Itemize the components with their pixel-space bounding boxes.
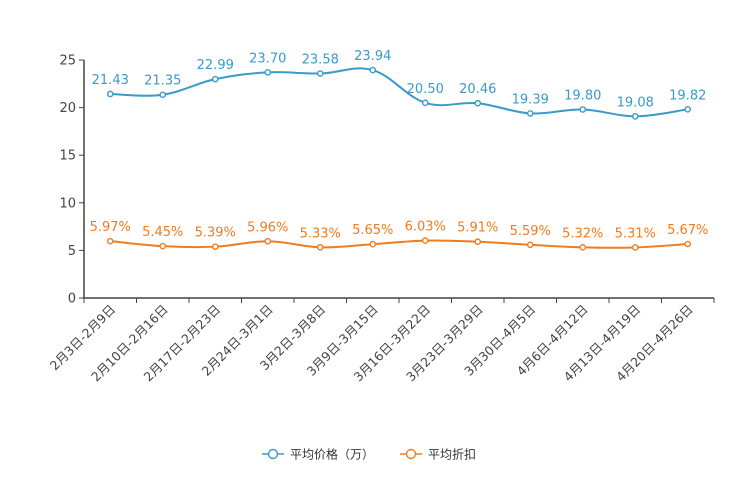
discount-data-point[interactable] xyxy=(106,237,114,245)
price-data-point[interactable] xyxy=(316,70,324,77)
price-data-point[interactable] xyxy=(684,106,692,113)
discount-data-point[interactable] xyxy=(211,243,219,250)
discount-data-label: 6.03% xyxy=(405,220,446,235)
discount-data-point[interactable] xyxy=(369,240,377,248)
y-tick-label: 15 xyxy=(59,149,76,164)
price-data-label: 21.43 xyxy=(92,73,129,88)
discount-data-point[interactable] xyxy=(579,244,587,251)
price-data-label: 19.39 xyxy=(512,92,549,107)
price-data-label: 21.35 xyxy=(144,74,181,89)
legend[interactable]: 平均价格（万） 平均折扣 xyxy=(262,447,476,462)
price-data-point[interactable] xyxy=(631,113,639,120)
legend-marker-icon xyxy=(405,448,417,460)
discount-data-label: 5.32% xyxy=(562,226,603,241)
discount-data-label: 5.39% xyxy=(195,226,236,241)
legend-item-discount[interactable]: 平均折扣 xyxy=(400,447,476,462)
discount-data-label: 5.67% xyxy=(667,223,708,238)
price-data-point[interactable] xyxy=(106,90,114,98)
discount-data-point[interactable] xyxy=(421,237,429,244)
discount-data-label: 5.65% xyxy=(352,223,393,238)
price-data-label: 20.50 xyxy=(407,82,444,97)
axes: 05101520252月3日-2月9日2月10日-2月16日2月17日-2月23… xyxy=(47,54,715,384)
y-tick-label: 0 xyxy=(68,292,76,307)
discount-data-point[interactable] xyxy=(684,240,692,248)
discount-data-point[interactable] xyxy=(316,243,324,251)
price-data-point[interactable] xyxy=(526,110,534,117)
legend-label: 平均折扣 xyxy=(428,447,476,462)
price-data-label: 20.46 xyxy=(459,82,496,97)
price-data-label: 23.58 xyxy=(302,53,339,68)
discount-data-label: 5.96% xyxy=(247,220,288,235)
discount-data-label: 5.33% xyxy=(300,226,341,241)
discount-data-label: 5.45% xyxy=(142,225,183,240)
discount-data-point[interactable] xyxy=(474,238,482,246)
legend-label: 平均价格（万） xyxy=(290,447,374,462)
price-series-line xyxy=(110,67,688,118)
discount-data-label: 5.97% xyxy=(90,220,131,235)
price-data-label: 22.99 xyxy=(197,58,234,73)
price-data-point[interactable] xyxy=(369,66,377,74)
price-data-label: 19.80 xyxy=(564,89,601,104)
discount-data-label: 5.59% xyxy=(510,224,551,239)
price-data-point[interactable] xyxy=(474,99,482,107)
discount-data-point[interactable] xyxy=(631,244,639,251)
y-tick-label: 10 xyxy=(59,196,76,211)
price-data-point[interactable] xyxy=(421,99,429,107)
series-layer xyxy=(106,66,692,251)
price-data-label: 23.94 xyxy=(354,49,391,64)
price-data-label: 23.70 xyxy=(249,51,286,66)
y-tick-label: 20 xyxy=(59,101,76,116)
legend-marker-icon xyxy=(267,448,279,460)
price-data-point[interactable] xyxy=(211,75,219,83)
discount-data-label: 5.91% xyxy=(457,221,498,236)
discount-data-label: 5.31% xyxy=(615,226,656,241)
price-data-point[interactable] xyxy=(159,91,167,99)
price-data-point[interactable] xyxy=(264,69,272,76)
data-labels: 21.43 21.35 22.99 23.70 23.58 23.94 20.50 20.46… xyxy=(90,49,709,241)
discount-data-point[interactable] xyxy=(159,242,167,250)
price-data-point[interactable] xyxy=(579,106,587,113)
price-data-label: 19.08 xyxy=(617,95,654,110)
discount-data-point[interactable] xyxy=(264,237,272,245)
discount-series-line xyxy=(110,239,688,249)
price-data-label: 19.82 xyxy=(669,88,706,103)
y-tick-label: 5 xyxy=(68,244,76,259)
discount-data-point[interactable] xyxy=(526,241,534,249)
legend-item-price[interactable]: 平均价格（万） xyxy=(262,447,374,462)
y-tick-label: 25 xyxy=(59,54,76,69)
